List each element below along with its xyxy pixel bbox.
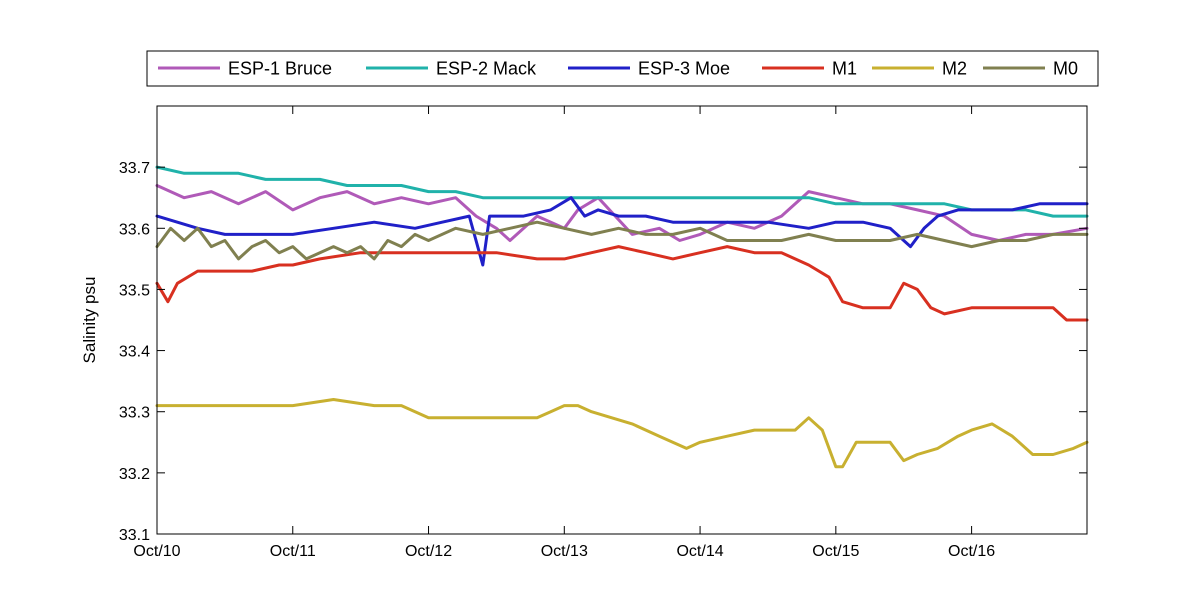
x-tick-label: Oct/13 (541, 543, 588, 560)
series-layer (155, 165, 1089, 469)
y-tick-label: 33.3 (119, 405, 150, 422)
y-tick-label: 33.6 (119, 221, 150, 238)
legend-label-3: M1 (832, 59, 857, 79)
legend-label-2: ESP-3 Moe (638, 59, 730, 79)
x-tick-label: Oct/10 (133, 543, 180, 560)
y-tick-label: 33.7 (119, 160, 150, 177)
legend-label-5: M0 (1053, 59, 1078, 79)
plot-frame (156, 105, 1088, 535)
x-tick-label: Oct/12 (405, 543, 452, 560)
legend-label-1: ESP-2 Mack (436, 59, 537, 79)
legend-label-4: M2 (942, 59, 967, 79)
series-line-1 (155, 165, 1089, 218)
series-line-3 (155, 245, 1089, 322)
series-line-5 (155, 220, 1089, 261)
series-line-2 (155, 196, 1089, 267)
y-axis-label: Salinity psu (80, 277, 99, 364)
y-tick-label: 33.4 (119, 344, 150, 361)
y-tick-label: 33.2 (119, 466, 150, 483)
x-tick-label: Oct/14 (676, 543, 723, 560)
y-axis: 33.1 33.2 33.3 33.4 33.5 33.6 33.7 (119, 160, 1087, 544)
x-axis: Oct/10 Oct/11 Oct/12 Oct/13 Oct/14 Oct/15 Oct/… (133, 106, 995, 560)
y-tick-label: 33.5 (119, 282, 150, 299)
x-tick-label: Oct/11 (270, 543, 316, 560)
x-tick-label: Oct/15 (812, 543, 859, 560)
y-tick-label: 33.1 (119, 527, 150, 544)
series-line-4 (155, 398, 1089, 469)
legend: ESP-1 Bruce ESP-2 Mack ESP-3 Moe M1 M2 M0 (146, 50, 1099, 87)
x-tick-label: Oct/16 (948, 543, 995, 560)
legend-label-0: ESP-1 Bruce (228, 59, 332, 79)
